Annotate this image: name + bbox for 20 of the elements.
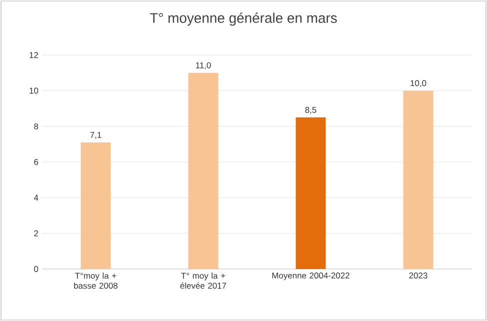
y-tick-label: 4 <box>34 194 38 201</box>
x-tick-label: T°moy la + basse 2008 <box>74 272 118 289</box>
bar <box>188 72 218 269</box>
y-tick-label: 10 <box>30 88 38 94</box>
data-label: 8,5 <box>305 106 316 114</box>
data-label: 11,0 <box>196 62 211 70</box>
data-label: 10,0 <box>410 80 426 88</box>
x-tick-label: T° moy la + élevée 2017 <box>180 272 226 289</box>
y-tick-label: 12 <box>30 52 38 58</box>
y-tick-label: 0 <box>34 266 38 272</box>
bar <box>403 90 434 269</box>
x-tick-label: 2023 <box>409 272 428 279</box>
y-tick-label: 6 <box>34 159 38 165</box>
bar <box>80 142 111 269</box>
data-label: 7,1 <box>90 132 102 139</box>
y-tick-label: 2 <box>34 230 38 236</box>
bar <box>296 117 326 269</box>
chart-title: T° moyenne générale en mars <box>150 12 337 26</box>
x-tick-label: Moyenne 2004-2022 <box>272 272 350 280</box>
y-tick-label: 8 <box>34 123 38 130</box>
